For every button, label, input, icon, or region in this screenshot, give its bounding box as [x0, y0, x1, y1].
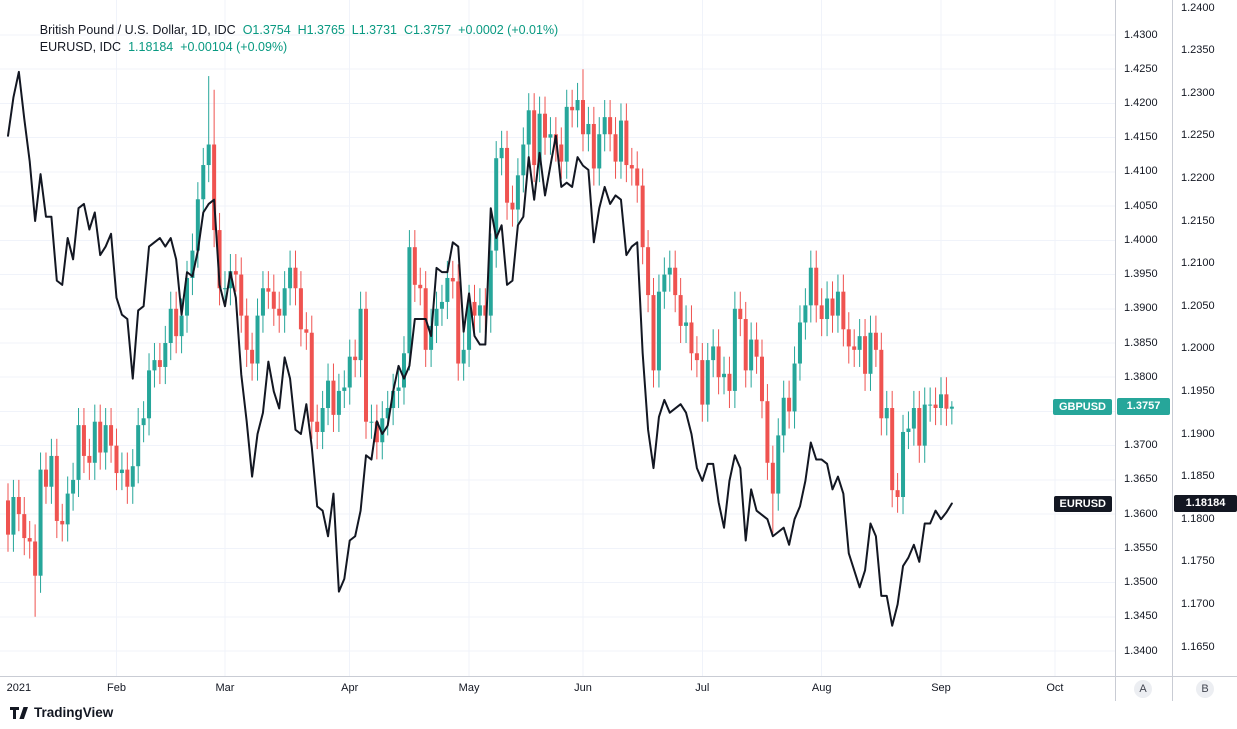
eurusd-axis-tick-label: 1.2000: [1181, 342, 1215, 355]
overlay-symbol-title: EURUSD, IDC: [39, 40, 122, 54]
gbpusd-last-price-label: 1.3757: [1117, 398, 1170, 416]
gbpusd-axis-tick-label: 1.4000: [1124, 233, 1158, 246]
eurusd-axis-tick-label: 1.2150: [1181, 214, 1215, 227]
time-axis-label: Feb: [107, 682, 126, 694]
chart-pane[interactable]: British Pound / U.S. Dollar, 1D, IDC O1.3…: [0, 0, 1115, 676]
legend-row-eurusd[interactable]: EURUSD, IDC 1.18184 +0.00104 (+0.09%): [12, 22, 558, 54]
price-scale-gbpusd[interactable]: 1.3757 1.4300 1.4250 1.4200 1.4150 1.4100 1.4…: [1115, 0, 1171, 676]
gbpusd-axis-tick-label: 1.3850: [1124, 336, 1158, 349]
eurusd-axis-tick-label: 1.1800: [1181, 512, 1215, 525]
gbpusd-axis-tick-label: 1.4200: [1124, 96, 1158, 109]
gbpusd-candles-series: [6, 69, 954, 617]
eurusd-series-price-flag: EURUSD: [1053, 495, 1112, 512]
eurusd-axis-tick-label: 1.1650: [1181, 640, 1215, 653]
tradingview-logo[interactable]: TradingView: [10, 705, 113, 720]
eurusd-last-price-label: 1.18184: [1174, 495, 1237, 513]
time-axis-label: 2021: [6, 682, 32, 694]
eurusd-line-series: [7, 70, 953, 627]
legend-row-gbpusd[interactable]: British Pound / U.S. Dollar, 1D, IDC O1.3…: [12, 5, 558, 37]
gbpusd-axis-tick-label: 1.3900: [1124, 302, 1158, 315]
time-axis[interactable]: A B 2021 Feb Mar Apr May Jun Jul Aug Sep Oct: [0, 676, 1237, 702]
gbpusd-axis-tick-label: 1.3800: [1124, 370, 1158, 383]
gbpusd-axis-tick-label: 1.3950: [1124, 268, 1158, 281]
eurusd-axis-tick-label: 1.2100: [1181, 257, 1215, 270]
price-chart[interactable]: [0, 0, 1115, 676]
tradingview-logo-text: TradingView: [34, 705, 114, 720]
eurusd-axis-tick-label: 1.1700: [1181, 597, 1215, 610]
eurusd-axis-tick-label: 1.1950: [1181, 384, 1215, 397]
gbpusd-axis-tick-label: 1.4250: [1124, 62, 1158, 75]
time-axis-label: Aug: [811, 682, 832, 694]
symbol-title: British Pound / U.S. Dollar, 1D, IDC: [39, 23, 236, 37]
eurusd-axis-tick-label: 1.2300: [1181, 86, 1215, 99]
eurusd-axis-tick-label: 1.1750: [1181, 555, 1215, 568]
time-axis-label: May: [458, 682, 480, 694]
tradingview-logo-icon: [10, 706, 28, 719]
eurusd-axis-tick-label: 1.2050: [1181, 299, 1215, 312]
eurusd-axis-tick-label: 1.2250: [1181, 129, 1215, 142]
eurusd-axis-tick-label: 1.2400: [1181, 1, 1215, 14]
time-axis-label: Apr: [341, 682, 359, 694]
gbpusd-axis-tick-label: 1.4300: [1124, 28, 1158, 41]
eurusd-axis-tick-label: 1.2200: [1181, 171, 1215, 184]
gbpusd-axis-tick-label: 1.4100: [1124, 165, 1158, 178]
symbol-ohlc-values: O1.3754 H1.3765 L1.3731 C1.3757 +0.0002 …: [242, 23, 559, 37]
gbpusd-series-price-flag: GBPUSD: [1052, 398, 1112, 415]
gbpusd-axis-tick-label: 1.4150: [1124, 131, 1158, 144]
time-axis-label: Oct: [1046, 682, 1064, 694]
gbpusd-axis-tick-label: 1.3550: [1124, 541, 1158, 554]
chart-legend: British Pound / U.S. Dollar, 1D, IDC O1.3…: [12, 5, 558, 54]
scale-separator-line: [1172, 677, 1173, 701]
gbpusd-axis-tick-label: 1.3650: [1124, 473, 1158, 486]
eurusd-axis-tick-label: 1.2350: [1181, 44, 1215, 57]
overlay-values: 1.18184 +0.00104 (+0.09%): [128, 40, 288, 54]
time-axis-label: Mar: [215, 682, 235, 694]
gbpusd-axis-tick-label: 1.3600: [1124, 507, 1158, 520]
time-axis-label: Jun: [574, 682, 592, 694]
gbpusd-axis-tick-label: 1.3400: [1124, 644, 1158, 657]
gbpusd-axis-tick-label: 1.3700: [1124, 439, 1158, 452]
price-scale-eurusd[interactable]: 1.18184 1.2400 1.2350 1.2300 1.2250 1.2200 1.…: [1172, 0, 1237, 676]
scale-separator-line: [1115, 677, 1116, 701]
eurusd-axis-tick-label: 1.1900: [1181, 427, 1215, 440]
gbpusd-axis-tick-label: 1.4050: [1124, 199, 1158, 212]
time-axis-label: Jul: [695, 682, 710, 694]
grid-lines: [0, 0, 1115, 676]
price-scale-b-button[interactable]: B: [1196, 680, 1214, 698]
price-scale-a-button[interactable]: A: [1134, 680, 1152, 698]
time-axis-label: Sep: [931, 682, 951, 694]
footer-bar: TradingView: [0, 701, 1237, 729]
eurusd-axis-tick-label: 1.1850: [1181, 470, 1215, 483]
gbpusd-axis-tick-label: 1.3500: [1124, 576, 1158, 589]
gbpusd-axis-tick-label: 1.3450: [1124, 610, 1158, 623]
